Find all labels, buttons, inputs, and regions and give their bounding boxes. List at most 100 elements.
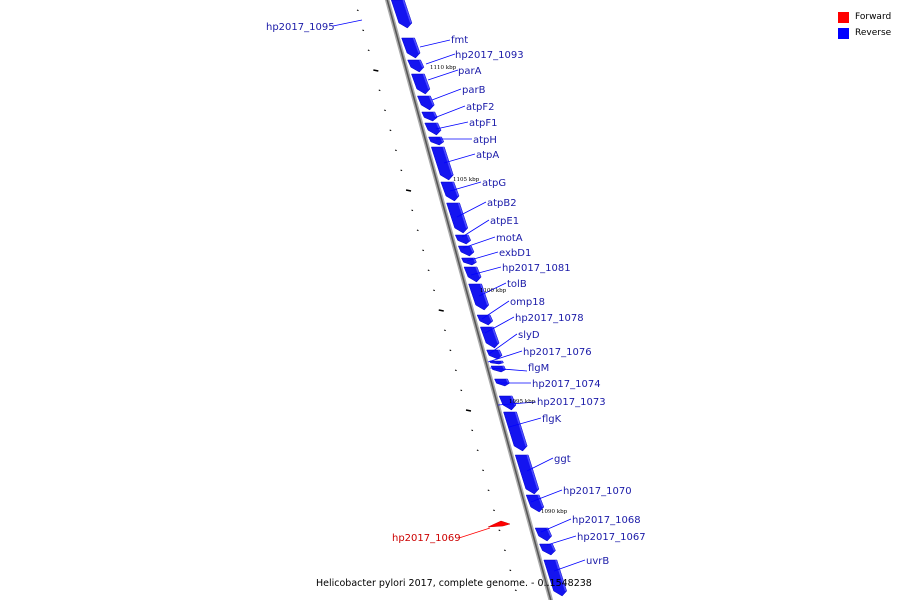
scale-label: 1095 kbp <box>509 399 536 405</box>
gene-label: hp2017_1068 <box>572 515 641 526</box>
scale-tick <box>454 369 457 372</box>
scale-tick <box>482 469 485 472</box>
legend-label-forward: Forward <box>855 12 892 22</box>
caption-text: Helicobacter pylori 2017, complete genom… <box>316 578 592 589</box>
gene-feature-24 <box>514 454 540 495</box>
genome-backbone <box>384 0 554 600</box>
gene-feature-2 <box>407 59 425 73</box>
gene-feature-highlight <box>514 411 527 447</box>
gene-label: hp2017_1076 <box>523 347 592 358</box>
scale-label: 1100 kbp <box>480 288 507 294</box>
forward-gene-feature <box>487 520 511 528</box>
gene-feature-highlight <box>537 494 544 508</box>
scale-tick <box>405 189 412 192</box>
gene-feature-highlight <box>555 559 567 592</box>
gene-feature-27 <box>539 543 556 556</box>
gene-feature-22 <box>498 395 517 411</box>
gene-feature-highlight <box>491 326 499 344</box>
scale-tick <box>487 489 490 492</box>
scale-tick <box>411 209 414 212</box>
leader-line <box>497 401 537 406</box>
gene-feature-highlight <box>466 234 471 241</box>
gene-feature-highlight <box>452 181 459 197</box>
gene-label: atpF1 <box>469 118 498 129</box>
reverse-swatch <box>838 27 849 39</box>
leader-line <box>458 527 491 539</box>
gene-label: hp2017_1067 <box>577 532 646 543</box>
scale-tick <box>427 269 430 272</box>
scale-tick <box>416 229 419 232</box>
leader-line <box>526 457 554 472</box>
scale-tick <box>389 129 392 132</box>
gene-feature-26 <box>534 527 552 542</box>
leader-line <box>508 417 542 428</box>
scale-tick <box>476 449 479 452</box>
scale-tick <box>509 569 512 572</box>
gene-label: atpA <box>476 150 499 161</box>
leader-line <box>433 105 466 119</box>
gene-label: atpH <box>473 135 497 146</box>
scale-tick <box>378 89 381 92</box>
gene-feature-13 <box>461 257 477 266</box>
leader-line <box>431 88 462 101</box>
gene-feature-8 <box>430 146 454 181</box>
scale-tick <box>465 409 472 412</box>
gene-label: exbD1 <box>499 248 531 259</box>
legend-item-forward: Forward <box>838 9 891 25</box>
gene-label: slyD <box>518 330 540 341</box>
gene-feature-highlight <box>436 122 441 131</box>
leader-line <box>466 251 499 262</box>
gene-feature-highlight <box>479 283 489 306</box>
backbone-line <box>386 0 552 600</box>
gene-label: hp2017_1093 <box>455 50 524 61</box>
scale-tick <box>498 529 501 532</box>
leader-line <box>546 535 577 546</box>
leader-line <box>462 236 496 249</box>
gene-feature-5 <box>421 111 438 122</box>
gene-label: flgK <box>542 414 562 425</box>
gene-feature-19 <box>489 360 504 365</box>
gene-feature-highlight <box>428 95 434 106</box>
gene-label: parB <box>462 85 486 96</box>
gene-label: hp2017_1074 <box>532 379 601 390</box>
leader-line <box>478 282 507 297</box>
gene-feature-11 <box>454 234 472 245</box>
scale-labels: 1110 kbp 1105 kbp 1100 kbp 1095 kbp 1090 kbp <box>430 65 568 515</box>
scale-tick <box>356 9 359 12</box>
forward-swatch <box>838 11 849 23</box>
scale-tick <box>400 169 403 172</box>
gene-label: motA <box>496 233 523 244</box>
gene-feature-highlight <box>526 454 539 490</box>
gene-feature-highlight <box>500 360 504 364</box>
gene-feature-highlight <box>402 0 412 24</box>
gene-label: hp2017_1069 <box>392 533 461 544</box>
scale-label: 1090 kbp <box>541 509 568 515</box>
gene-feature-highlight <box>442 146 454 176</box>
gene-features <box>391 0 567 597</box>
gene-label: atpE1 <box>490 216 519 227</box>
label-leader-lines <box>332 19 586 572</box>
scale-tick <box>438 309 444 312</box>
gene-feature-23 <box>503 411 528 452</box>
gene-feature-15 <box>468 283 490 311</box>
leader-line <box>553 559 586 572</box>
leader-line <box>425 53 456 65</box>
leader-line <box>443 153 476 164</box>
gene-feature-21 <box>494 378 510 387</box>
gene-label: fmt <box>451 35 468 46</box>
gene-feature-highlight <box>488 314 493 322</box>
gene-feature-highlight <box>433 111 437 118</box>
leader-line <box>461 219 490 238</box>
scale-tick <box>362 29 365 32</box>
gene-feature-0 <box>391 0 413 29</box>
leader-line <box>456 201 487 218</box>
gene-label: hp2017_1081 <box>502 263 571 274</box>
leader-line <box>470 266 502 276</box>
leader-line <box>530 489 563 503</box>
leader-line <box>487 350 523 363</box>
gene-label: uvrB <box>586 556 609 567</box>
scale-tick <box>433 289 435 292</box>
gene-label: hp2017_1073 <box>537 397 606 408</box>
legend: Forward Reverse <box>838 9 891 41</box>
leader-line <box>540 518 572 533</box>
